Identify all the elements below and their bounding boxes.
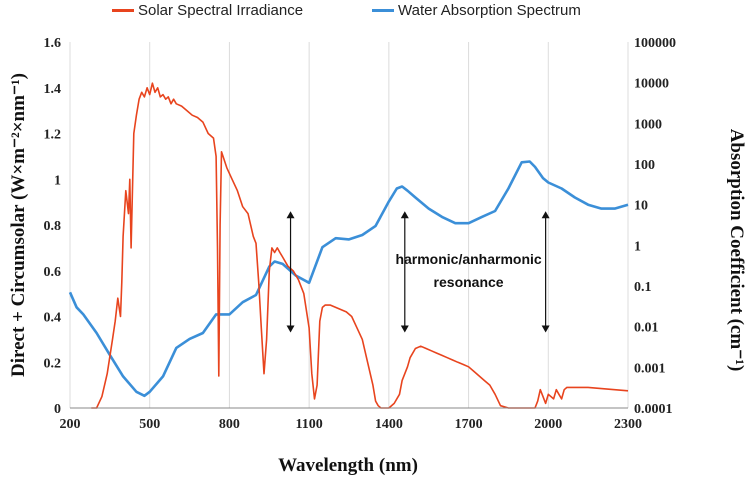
y-right-tick-label-9: 100000 xyxy=(634,36,676,51)
legend-item-solar: Solar Spectral Irradiance xyxy=(112,2,303,19)
legend: Solar Spectral Irradiance Water Absorpti… xyxy=(0,2,749,24)
annotations: harmonic/anharmonic resonance xyxy=(395,251,541,290)
y-right-tick-label-5: 10 xyxy=(634,199,648,214)
y-right-tick-label-4: 1 xyxy=(634,239,641,254)
y-right-tick-label-1: 0.001 xyxy=(634,361,666,376)
series-water-group xyxy=(68,160,629,398)
double-arrow-1 xyxy=(400,211,409,333)
arrow-head-top-2 xyxy=(541,211,550,219)
y-left-tick-label-6: 1.2 xyxy=(44,128,62,143)
arrows xyxy=(286,211,550,333)
y-left-tick-label-7: 1.4 xyxy=(44,82,62,97)
y-right-tick-label-7: 1000 xyxy=(634,117,662,132)
y-left-tick-label-3: 0.6 xyxy=(44,265,62,280)
x-tick-label-0: 200 xyxy=(60,417,81,432)
ticks: 200 500 800 1100 1400 1700 2000 230000.20.40.60… xyxy=(44,36,677,432)
series-line-solar xyxy=(91,82,629,409)
y-left-tick-label-2: 0.4 xyxy=(44,311,62,326)
x-tick-label-5: 1700 xyxy=(455,417,483,432)
x-tick-label-7: 2300 xyxy=(614,417,642,432)
legend-swatch-water xyxy=(372,9,394,12)
legend-swatch-solar xyxy=(112,9,134,12)
y-left-tick-label-0: 0 xyxy=(54,402,61,417)
y-right-tick-label-3: 0.1 xyxy=(634,280,652,295)
legend-label-water: Water Absorption Spectrum xyxy=(398,2,581,19)
annotation-0: harmonic/anharmonic xyxy=(395,251,541,267)
arrow-head-bottom-0 xyxy=(286,325,295,333)
y-right-tick-label-2: 0.01 xyxy=(634,321,659,336)
x-tick-label-4: 1400 xyxy=(375,417,403,432)
y-right-tick-label-6: 100 xyxy=(634,158,655,173)
double-arrow-2 xyxy=(541,211,550,333)
arrow-head-top-1 xyxy=(400,211,409,219)
x-axis-title: Wavelength (nm) xyxy=(278,455,418,476)
grid xyxy=(69,42,629,408)
y-axis-right-title: Absorption Coefficient (cm⁻¹) xyxy=(726,129,747,372)
y-left-tick-label-8: 1.6 xyxy=(44,36,62,51)
double-arrow-0 xyxy=(286,211,295,333)
series-solar-group xyxy=(91,82,629,409)
y-left-tick-label-1: 0.2 xyxy=(44,356,62,371)
x-tick-label-3: 1100 xyxy=(296,417,323,432)
y-right-tick-label-8: 10000 xyxy=(634,77,669,92)
arrow-head-bottom-2 xyxy=(541,325,550,333)
legend-label-solar: Solar Spectral Irradiance xyxy=(138,2,304,19)
series-line-water xyxy=(68,160,629,398)
x-tick-label-2: 800 xyxy=(219,417,240,432)
y-axis-left-title: Direct + Circumsolar (W×m⁻²×nm⁻¹) xyxy=(8,73,29,377)
y-left-tick-label-4: 0.8 xyxy=(44,219,62,234)
y-right-tick-label-0: 0.0001 xyxy=(634,402,673,417)
annotation-1: resonance xyxy=(434,274,504,290)
arrow-head-top-0 xyxy=(286,211,295,219)
x-tick-label-1: 500 xyxy=(139,417,160,432)
x-tick-label-6: 2000 xyxy=(534,417,562,432)
arrow-head-bottom-1 xyxy=(400,325,409,333)
legend-item-water: Water Absorption Spectrum xyxy=(372,2,581,19)
y-left-tick-label-5: 1 xyxy=(54,173,61,188)
